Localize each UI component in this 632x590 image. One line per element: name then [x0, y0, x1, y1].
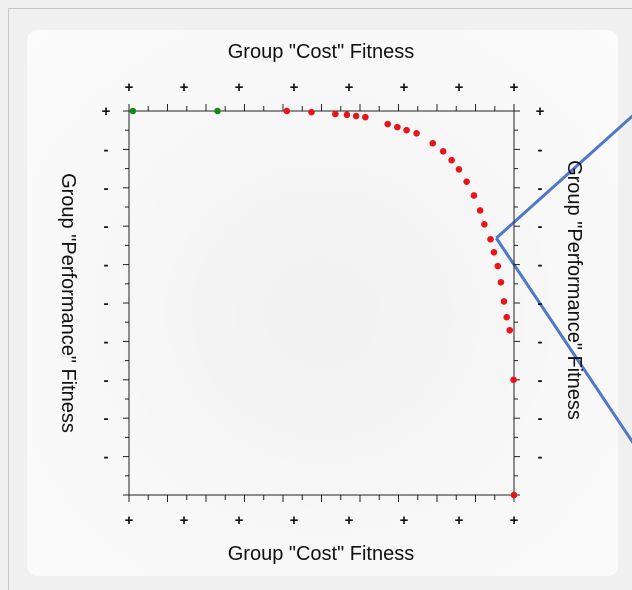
- red-point: [429, 139, 437, 147]
- bottom-tick-label: +: [510, 512, 519, 529]
- bottom-tick-label: +: [345, 512, 354, 529]
- top-tick-label: +: [290, 79, 299, 96]
- top-tick-label: +: [345, 79, 354, 96]
- red-point: [487, 235, 494, 243]
- bottom-tick-label: +: [400, 512, 409, 529]
- red-point: [510, 376, 517, 384]
- left-tick-label: -: [104, 218, 109, 235]
- overlay-lines: [495, 114, 632, 444]
- red-point: [332, 110, 339, 118]
- top-tick-label: +: [235, 79, 244, 96]
- bottom-tick-label: +: [235, 512, 244, 529]
- right-tick-label: -: [538, 257, 543, 274]
- right-tick-label: -: [538, 410, 543, 427]
- red-point: [455, 166, 463, 173]
- left-tick-label: -: [104, 141, 109, 158]
- right-tick-label: -: [538, 180, 543, 197]
- data-points: [129, 107, 518, 499]
- red-point: [308, 108, 315, 116]
- red-point: [500, 298, 508, 305]
- right-axis-title: Group "Performance" Fitness: [563, 160, 585, 420]
- bottom-tick-label: +: [290, 512, 299, 529]
- left-axis-title: Group "Performance" Fitness: [57, 173, 79, 433]
- left-tick-label: -: [104, 333, 109, 350]
- bottom-tick-label: +: [125, 512, 134, 529]
- left-tick-label: -: [104, 372, 109, 389]
- red-point: [497, 278, 505, 286]
- left-tick-label: -: [104, 410, 109, 427]
- top-tick-label: +: [455, 79, 464, 96]
- right-tick-label: -: [538, 295, 543, 312]
- right-tick-label: +: [536, 103, 545, 120]
- left-tick-label: -: [104, 295, 109, 312]
- top-axis-title: Group "Cost" Fitness: [228, 41, 414, 63]
- red-point: [448, 156, 455, 164]
- tick-labels: + + + + + + + + + + + + + + + + + + - - - - - - - - - - - - - - - - - -: [102, 79, 545, 529]
- red-point: [439, 148, 447, 155]
- right-tick-label: -: [538, 449, 543, 466]
- window-frame: [8, 8, 632, 590]
- red-point: [343, 111, 351, 119]
- red-point: [283, 107, 291, 115]
- red-point: [384, 120, 392, 128]
- top-tick-label: +: [510, 79, 519, 96]
- red-point: [403, 126, 410, 134]
- green-point: [129, 107, 137, 115]
- axis-ticks: [123, 104, 520, 502]
- red-point: [362, 113, 369, 121]
- left-tick-label: -: [104, 257, 109, 274]
- green-point: [214, 107, 221, 115]
- red-point: [352, 112, 360, 120]
- left-tick-label: +: [102, 103, 111, 120]
- right-tick-label: -: [538, 372, 543, 389]
- left-tick-label: -: [104, 449, 109, 466]
- overlay-line: [495, 114, 632, 240]
- top-tick-label: +: [400, 79, 409, 96]
- red-point: [506, 326, 514, 334]
- red-point: [494, 262, 502, 270]
- red-point: [510, 491, 518, 499]
- top-tick-label: +: [180, 79, 189, 96]
- red-point: [490, 249, 498, 256]
- red-point: [413, 129, 420, 137]
- top-tick-label: +: [125, 79, 134, 96]
- right-tick-label: -: [538, 141, 543, 158]
- right-tick-label: -: [538, 333, 543, 350]
- red-point: [470, 192, 478, 199]
- overlay-line: [495, 237, 632, 444]
- bottom-tick-label: +: [180, 512, 189, 529]
- red-point: [481, 220, 488, 228]
- red-point: [503, 313, 510, 321]
- bottom-tick-label: +: [455, 512, 464, 529]
- red-point: [476, 207, 484, 214]
- right-tick-label: -: [538, 218, 543, 235]
- left-tick-label: -: [104, 180, 109, 197]
- red-point: [394, 123, 401, 131]
- bottom-axis-title: Group "Cost" Fitness: [228, 543, 414, 565]
- red-point: [463, 178, 470, 185]
